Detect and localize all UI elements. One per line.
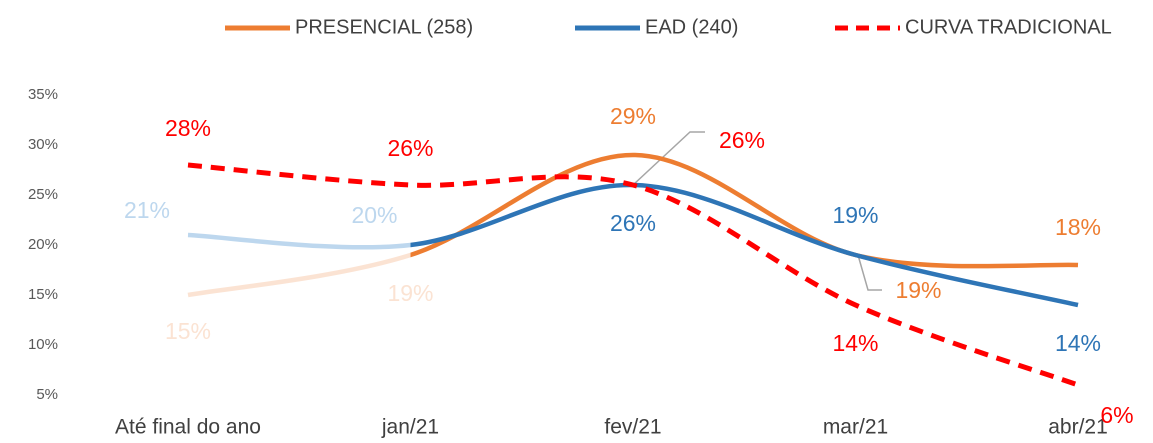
data-label: 26% bbox=[719, 127, 765, 153]
data-label: 26% bbox=[387, 135, 433, 161]
data-label: 14% bbox=[1055, 330, 1101, 356]
series-line bbox=[187, 162, 1079, 388]
y-tick-label: 5% bbox=[36, 386, 58, 403]
data-label: 19% bbox=[895, 277, 941, 303]
y-tick-label: 10% bbox=[28, 336, 58, 353]
data-label: 18% bbox=[1055, 214, 1101, 240]
data-label: 19% bbox=[387, 280, 433, 306]
y-tick-label: 30% bbox=[28, 136, 58, 153]
x-tick-label: abr/21 bbox=[1048, 416, 1108, 439]
x-tick-label: mar/21 bbox=[823, 416, 888, 439]
data-label: 29% bbox=[610, 103, 656, 129]
leader-line bbox=[857, 254, 882, 291]
y-tick-label: 15% bbox=[28, 286, 58, 303]
data-label: 6% bbox=[1100, 402, 1133, 428]
data-label: 21% bbox=[124, 197, 170, 223]
y-tick-label: 35% bbox=[28, 86, 58, 103]
data-label: 20% bbox=[351, 202, 397, 228]
series-line bbox=[187, 152, 1079, 298]
x-tick-label: fev/21 bbox=[604, 416, 661, 439]
data-label: 14% bbox=[832, 330, 878, 356]
data-label: 15% bbox=[165, 318, 211, 344]
y-tick-label: 20% bbox=[28, 236, 58, 253]
series-line bbox=[187, 182, 1079, 308]
data-label: 28% bbox=[165, 115, 211, 141]
data-label: 19% bbox=[832, 202, 878, 228]
data-label: 26% bbox=[610, 210, 656, 236]
leader-line bbox=[632, 131, 705, 186]
x-tick-label: Até final do ano bbox=[115, 416, 261, 439]
legend-label: CURVA TRADICIONAL bbox=[905, 16, 1112, 38]
y-tick-label: 25% bbox=[28, 186, 58, 203]
legend-label: EAD (240) bbox=[645, 16, 738, 38]
legend-label: PRESENCIAL (258) bbox=[295, 16, 473, 38]
x-tick-label: jan/21 bbox=[381, 416, 439, 439]
